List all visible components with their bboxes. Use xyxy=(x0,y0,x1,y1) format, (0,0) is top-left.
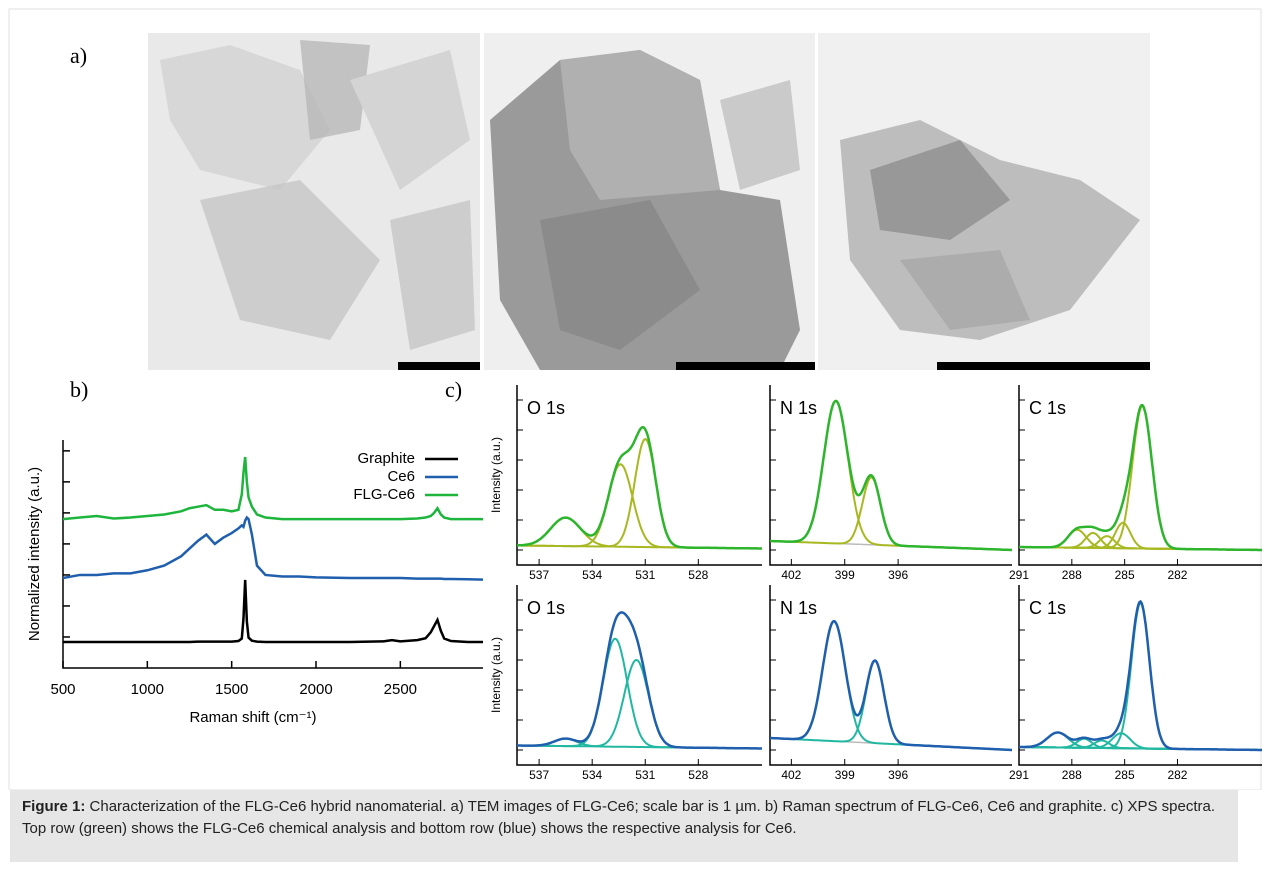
fit-component xyxy=(517,439,762,548)
spectrum-line xyxy=(63,457,483,519)
x-tick-label: 537 xyxy=(529,568,549,582)
x-tick-label: 534 xyxy=(582,768,602,782)
x-tick-label: 291 xyxy=(1009,568,1029,582)
x-tick-label: 285 xyxy=(1115,568,1135,582)
legend-label: Graphite xyxy=(357,450,415,467)
x-tick-label: 500 xyxy=(50,681,75,698)
spectrum-line xyxy=(63,580,483,642)
fit-component xyxy=(1019,406,1262,550)
fit-envelope xyxy=(1019,405,1262,550)
caption-label: Figure 1: xyxy=(22,798,85,815)
page: a) b) c) 500 1000 1500 2000 2500 Raman shift … xyxy=(0,0,1270,888)
panel-title: O 1s xyxy=(527,598,565,618)
tem-images xyxy=(148,33,1150,370)
y-axis-label: Intensity (a.u.) xyxy=(489,437,503,513)
x-tick-label: 402 xyxy=(781,568,801,582)
fit-component xyxy=(1019,603,1262,750)
y-axis-label: Normalized intensity (a.u.) xyxy=(26,467,43,641)
x-tick-label: 396 xyxy=(888,568,908,582)
x-tick-label: 1500 xyxy=(215,681,248,698)
fit-envelope xyxy=(517,612,762,748)
panel-title: C 1s xyxy=(1029,398,1066,418)
x-tick-label: 531 xyxy=(635,768,655,782)
fit-envelope xyxy=(517,427,762,548)
x-tick-label: 399 xyxy=(835,768,855,782)
figure: a) b) c) 500 1000 1500 2000 2500 Raman shift … xyxy=(0,0,1270,790)
scale-bar xyxy=(676,362,815,370)
fit-component xyxy=(770,401,1012,550)
x-tick-label: 1000 xyxy=(131,681,164,698)
x-tick-label: 528 xyxy=(688,568,708,582)
panel-label: b) xyxy=(70,377,88,402)
x-tick-label: 399 xyxy=(835,568,855,582)
x-tick-label: 282 xyxy=(1167,568,1187,582)
x-tick-label: 396 xyxy=(888,768,908,782)
fit-envelope xyxy=(1019,602,1262,751)
caption-text: Characterization of the FLG-Ce6 hybrid n… xyxy=(22,798,1215,837)
fit-envelope xyxy=(770,621,1012,750)
fit-component xyxy=(770,661,1012,750)
fit-component xyxy=(517,464,762,548)
scale-bar xyxy=(937,362,1150,370)
x-tick-label: 537 xyxy=(529,768,549,782)
y-axis-label: Intensity (a.u.) xyxy=(489,637,503,713)
x-tick-label: 402 xyxy=(781,768,801,782)
x-tick-label: 2000 xyxy=(299,681,332,698)
panel-label: a) xyxy=(70,43,87,68)
panel-title: N 1s xyxy=(780,598,817,618)
x-tick-label: 285 xyxy=(1115,768,1135,782)
x-axis-label: Raman shift (cm⁻¹) xyxy=(189,709,316,726)
x-tick-label: 291 xyxy=(1009,768,1029,782)
x-tick-label: 288 xyxy=(1062,768,1082,782)
fit-envelope xyxy=(770,401,1012,550)
x-tick-label: 282 xyxy=(1167,768,1187,782)
x-tick-label: 531 xyxy=(635,568,655,582)
panel-label: c) xyxy=(445,377,462,402)
legend-label: FLG-Ce6 xyxy=(353,486,415,503)
x-tick-label: 288 xyxy=(1062,568,1082,582)
x-tick-label: 528 xyxy=(688,768,708,782)
panel-title: N 1s xyxy=(780,398,817,418)
spectrum-line xyxy=(63,518,483,580)
legend-label: Ce6 xyxy=(387,468,415,485)
caption: Figure 1: Characterization of the FLG-Ce… xyxy=(10,790,1238,862)
scale-bar xyxy=(398,362,480,370)
fit-component xyxy=(517,639,762,749)
x-tick-label: 2500 xyxy=(384,681,417,698)
panel-title: C 1s xyxy=(1029,598,1066,618)
x-tick-label: 534 xyxy=(582,568,602,582)
panel-title: O 1s xyxy=(527,398,565,418)
axis xyxy=(63,440,483,668)
